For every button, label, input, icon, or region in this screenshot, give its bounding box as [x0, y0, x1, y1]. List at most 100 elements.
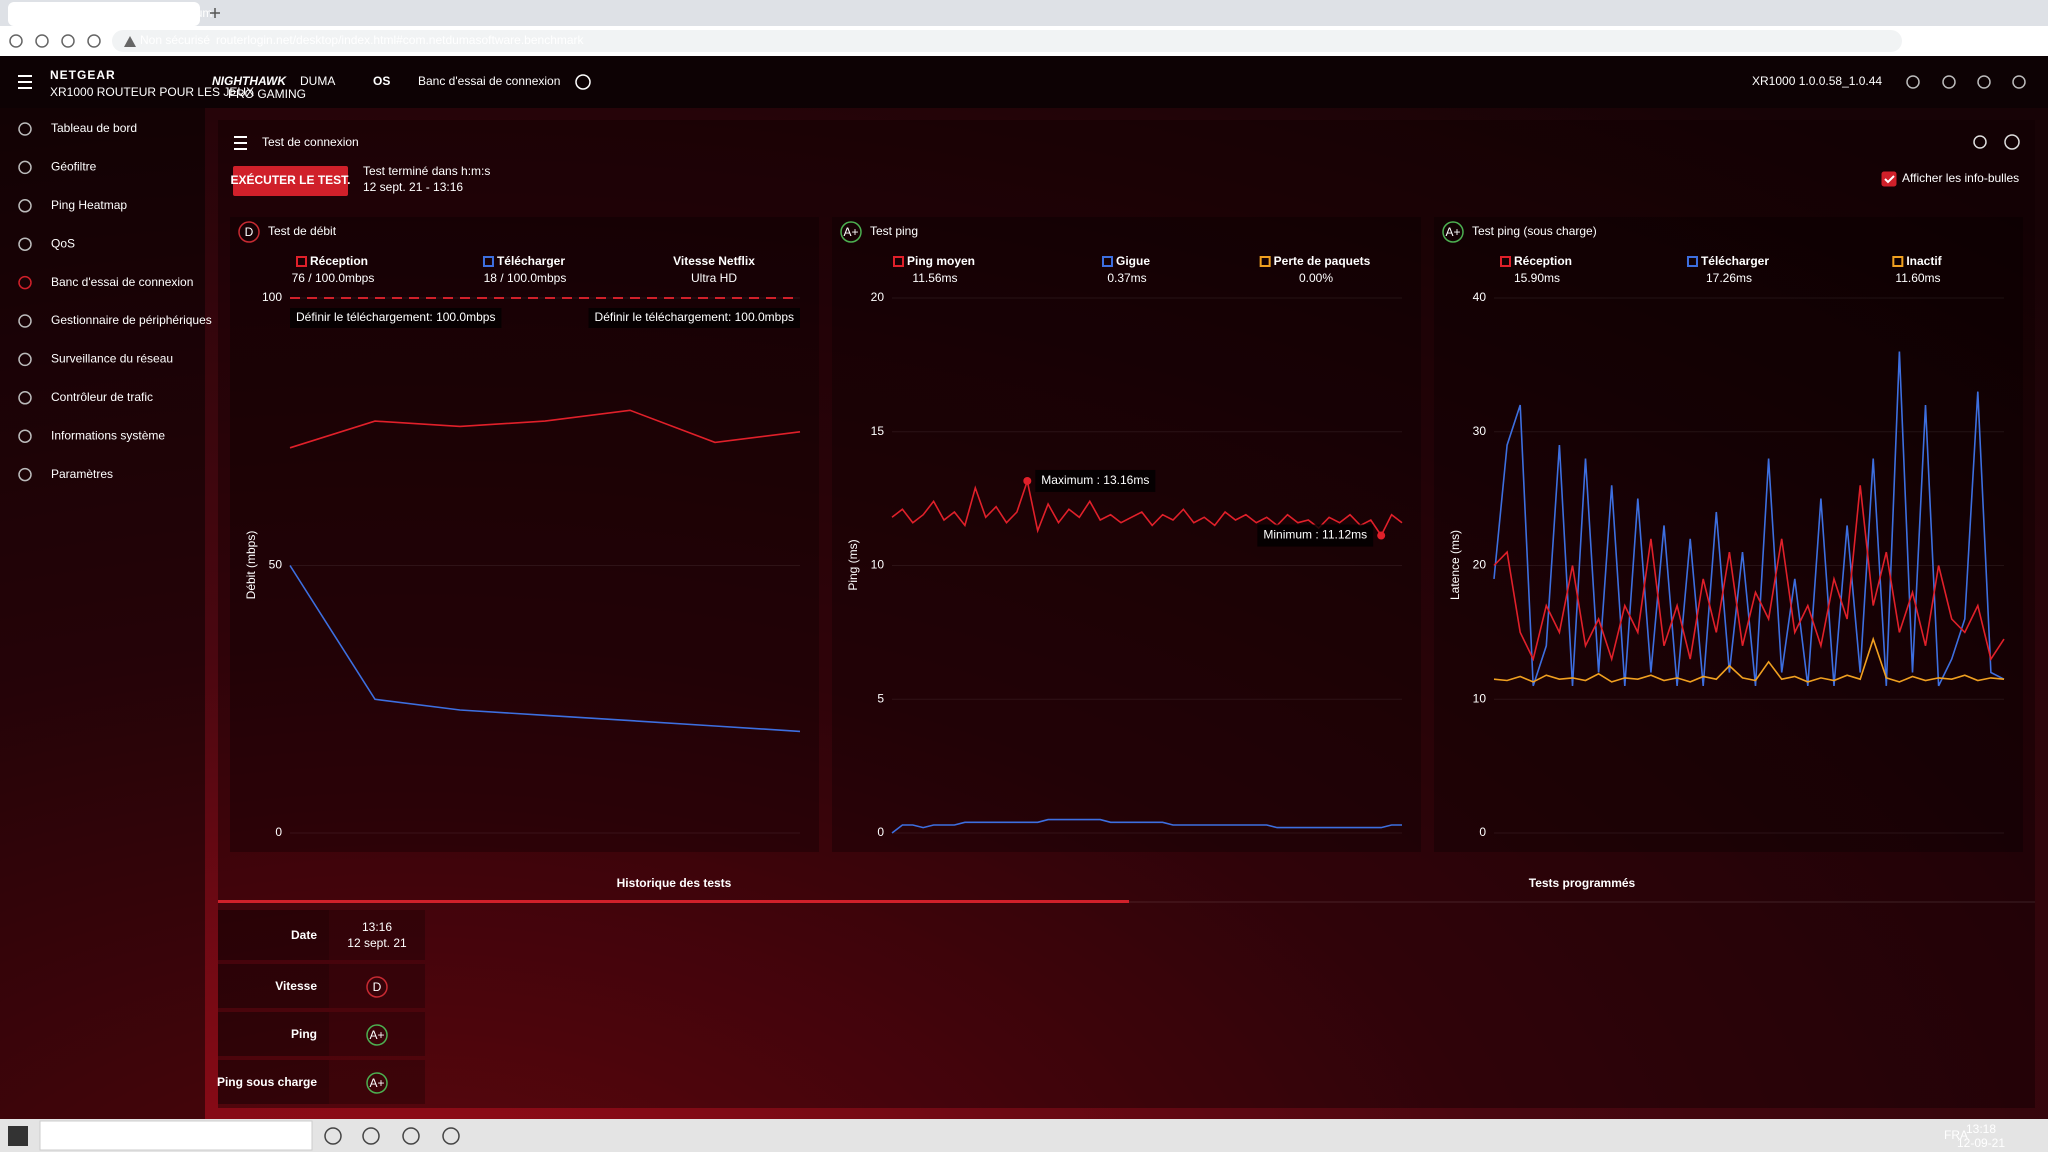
nav-icon[interactable]	[35, 34, 49, 48]
taskbar-icon[interactable]	[324, 1127, 342, 1145]
annotation-point	[1023, 476, 1032, 485]
url: routerlogin.net/desktop/index.html#com.n…	[216, 33, 585, 47]
sidebar-icon	[18, 199, 32, 213]
legend-value: 0.00%	[1299, 271, 1333, 285]
chart-panel	[1434, 217, 2023, 852]
annotation-box	[1257, 524, 1374, 547]
sidebar-item[interactable]: Géofiltre	[51, 160, 97, 174]
legend-value: 18 / 100.0mbps	[484, 271, 567, 285]
clock-time: 13:18	[1966, 1122, 1996, 1136]
help-icon[interactable]	[575, 74, 591, 90]
y-tick-label: 0	[1479, 825, 1486, 839]
main-panel	[218, 120, 2035, 1108]
nav-icon[interactable]	[9, 34, 23, 48]
sidebar-item[interactable]: Paramètres	[51, 467, 113, 481]
grade-badge	[238, 221, 260, 243]
os-os: OS	[373, 74, 390, 88]
chart-title: Test ping	[870, 224, 918, 238]
language: FRA	[1944, 1128, 1968, 1142]
new-tab-icon[interactable]	[210, 8, 220, 18]
sidebar-item[interactable]: Banc d'essai de connexion	[51, 275, 193, 289]
table-label: Ping sous charge	[217, 1075, 317, 1089]
run-button[interactable]	[233, 166, 348, 196]
y-tick-label: 40	[1473, 290, 1487, 304]
nav-icon[interactable]	[61, 34, 75, 48]
reference-label-box	[290, 308, 502, 328]
table-value-cell	[329, 1060, 425, 1104]
legend-swatch	[1499, 256, 1511, 267]
y-tick-label: 10	[1473, 691, 1487, 705]
grade-badge	[366, 1024, 388, 1046]
table-label: Ping	[291, 1027, 317, 1041]
sidebar-icon	[18, 352, 32, 367]
header-icon[interactable]	[1977, 75, 1991, 89]
taskbar-icon[interactable]	[402, 1127, 420, 1145]
legend-swatch	[892, 256, 904, 267]
y-tick-label: 5	[877, 691, 884, 705]
legend-name: Réception	[1514, 254, 1572, 268]
table-label-cell	[218, 964, 329, 1008]
sidebar-item[interactable]: Gestionnaire de périphériques	[51, 313, 212, 327]
series-line	[289, 409, 801, 449]
sidebar-icon	[18, 160, 32, 175]
reference-label: Définir le téléchargement: 100.0mbps	[595, 310, 794, 324]
grade: D	[373, 980, 382, 994]
header-icon[interactable]	[1942, 75, 1956, 89]
table-value-cell	[329, 1012, 425, 1056]
tooltips-label[interactable]: Afficher les info-bulles	[1902, 171, 2019, 185]
sidebar-icon	[18, 391, 32, 405]
panel-menu-icon[interactable]	[234, 136, 247, 150]
sidebar-icon	[18, 122, 32, 136]
y-tick-label: 20	[871, 290, 885, 304]
tab-title: Banc d'essai de connexion - Dum	[34, 6, 212, 20]
sidebar-item[interactable]: Ping Heatmap	[51, 198, 127, 212]
browser-tab[interactable]	[8, 2, 200, 26]
series-line	[1493, 636, 2005, 683]
tab[interactable]: Historique des tests	[617, 876, 732, 890]
run-button-label[interactable]: EXÉCUTER LE TEST.	[230, 172, 350, 187]
y-tick-label: 30	[1473, 424, 1487, 438]
legend-swatch	[295, 256, 307, 267]
grade: A+	[369, 1028, 384, 1042]
sidebar-item[interactable]: Contrôleur de trafic	[51, 390, 153, 404]
start-button[interactable]	[8, 1126, 28, 1146]
table-value-cell	[329, 964, 425, 1008]
legend-swatch	[1686, 256, 1698, 267]
page-title: Banc d'essai de connexion	[418, 74, 560, 88]
legend-name: Gigue	[1116, 254, 1150, 268]
checkmark	[1884, 175, 1895, 184]
panel-title: Test de connexion	[262, 135, 359, 149]
url-box[interactable]	[112, 30, 1902, 52]
brand-model: XR1000 ROUTEUR POUR LES JEUX	[50, 85, 254, 99]
table-label: Date	[291, 928, 317, 942]
table-value-cell	[329, 910, 425, 960]
header-icon[interactable]	[1906, 75, 1920, 89]
tooltips-checkbox[interactable]	[1881, 171, 1897, 187]
series-line	[891, 818, 1402, 834]
y-tick-label: 10	[871, 558, 885, 572]
sidebar-item[interactable]: Surveillance du réseau	[51, 352, 173, 366]
nav-icon[interactable]	[87, 34, 101, 48]
pin-icon[interactable]	[1973, 135, 1987, 149]
menu-icon[interactable]	[18, 75, 32, 89]
legend-swatch	[1892, 256, 1904, 267]
annotation-label: Maximum : 13.16ms	[1041, 473, 1149, 487]
tab[interactable]: Tests programmés	[1529, 876, 1636, 890]
search-box[interactable]	[39, 1120, 313, 1151]
sidebar-item[interactable]: Informations système	[51, 428, 165, 442]
table-label-cell	[218, 1060, 329, 1104]
sidebar-item[interactable]: QoS	[51, 236, 75, 250]
y-axis-label: Ping (ms)	[846, 539, 860, 590]
legend-value: 17.26ms	[1706, 271, 1752, 285]
header-icon[interactable]	[2012, 75, 2026, 89]
taskbar-icon[interactable]	[442, 1127, 460, 1145]
grade-badge	[366, 1072, 388, 1094]
taskbar-icon[interactable]	[362, 1127, 380, 1145]
brand: NETGEAR	[50, 68, 116, 82]
sidebar-item[interactable]: Tableau de bord	[51, 121, 137, 135]
panel-help-icon[interactable]	[2004, 134, 2020, 150]
legend-name: Inactif	[1906, 254, 1942, 268]
legend-value: Ultra HD	[691, 271, 737, 285]
legend-value: 11.60ms	[1895, 271, 1940, 285]
